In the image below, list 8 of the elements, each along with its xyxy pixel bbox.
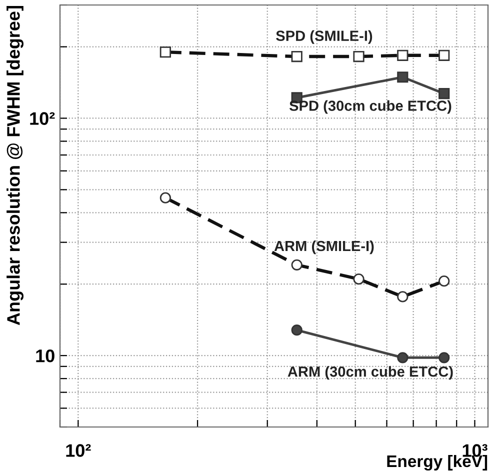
y-tick-label: 10 — [36, 349, 54, 362]
x-tick-label: 10³ — [462, 444, 488, 457]
series-label: SPD (30cm cube ETCC) — [289, 100, 452, 114]
series-label: ARM (30cm cube ETCC) — [288, 366, 453, 380]
x-axis-title: Energy [keV] — [387, 454, 488, 471]
series-label: SPD (SMILE-I) — [276, 30, 372, 44]
series-label: ARM (SMILE-I) — [274, 240, 374, 254]
y-axis-title: Angular resolution @ FWHM [degree] — [6, 6, 24, 326]
